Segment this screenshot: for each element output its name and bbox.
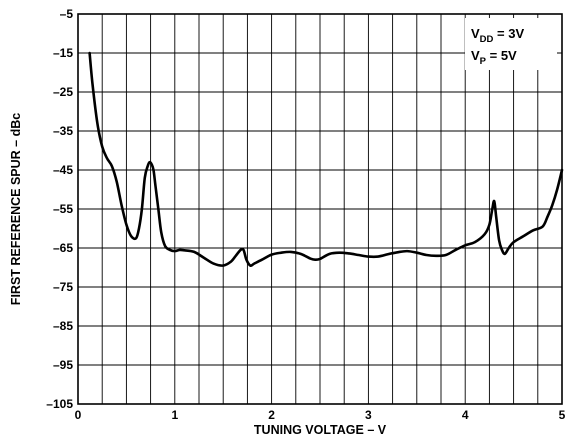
- x-tick-label: 4: [462, 408, 469, 422]
- legend-entry: VP = 5V: [471, 48, 517, 67]
- y-tick-label: –55: [53, 202, 73, 216]
- y-tick-label: –25: [53, 85, 73, 99]
- y-tick-label: –75: [53, 280, 73, 294]
- legend-main: V: [471, 26, 480, 41]
- x-tick-label: 1: [171, 408, 178, 422]
- y-tick-label: –105: [46, 397, 73, 411]
- legend-box: [465, 18, 557, 70]
- y-tick-label: –15: [53, 46, 73, 60]
- y-tick-labels: –5 –15 –25 –35 –45 –55 –65 –75 –85 –95 –105: [46, 7, 73, 411]
- legend-value: = 3V: [493, 26, 524, 41]
- x-tick-label: 5: [559, 408, 566, 422]
- y-tick-label: –35: [53, 124, 73, 138]
- y-tick-label: –95: [53, 358, 73, 372]
- legend-subscript: P: [480, 56, 487, 67]
- legend-subscript: DD: [480, 34, 494, 45]
- series-line: [88, 51, 564, 267]
- x-tick-label: 3: [365, 408, 372, 422]
- x-tick-labels: 0 1 2 3 4 5: [75, 408, 566, 422]
- grid: [78, 14, 562, 404]
- y-tick-label: –85: [53, 319, 73, 333]
- y-tick-label: –65: [53, 241, 73, 255]
- legend-value: = 5V: [486, 48, 517, 63]
- legend-main: V: [471, 48, 480, 63]
- plot-frame: [77, 13, 563, 405]
- y-axis-label: FIRST REFERENCE SPUR – dBc: [9, 113, 23, 305]
- legend-entry: VDD = 3V: [471, 26, 524, 45]
- x-tick-label: 2: [268, 408, 275, 422]
- x-tick-label: 0: [75, 408, 82, 422]
- x-axis-label: TUNING VOLTAGE – V: [254, 423, 387, 437]
- y-tick-label: –45: [53, 163, 73, 177]
- y-tick-label: –5: [60, 7, 74, 21]
